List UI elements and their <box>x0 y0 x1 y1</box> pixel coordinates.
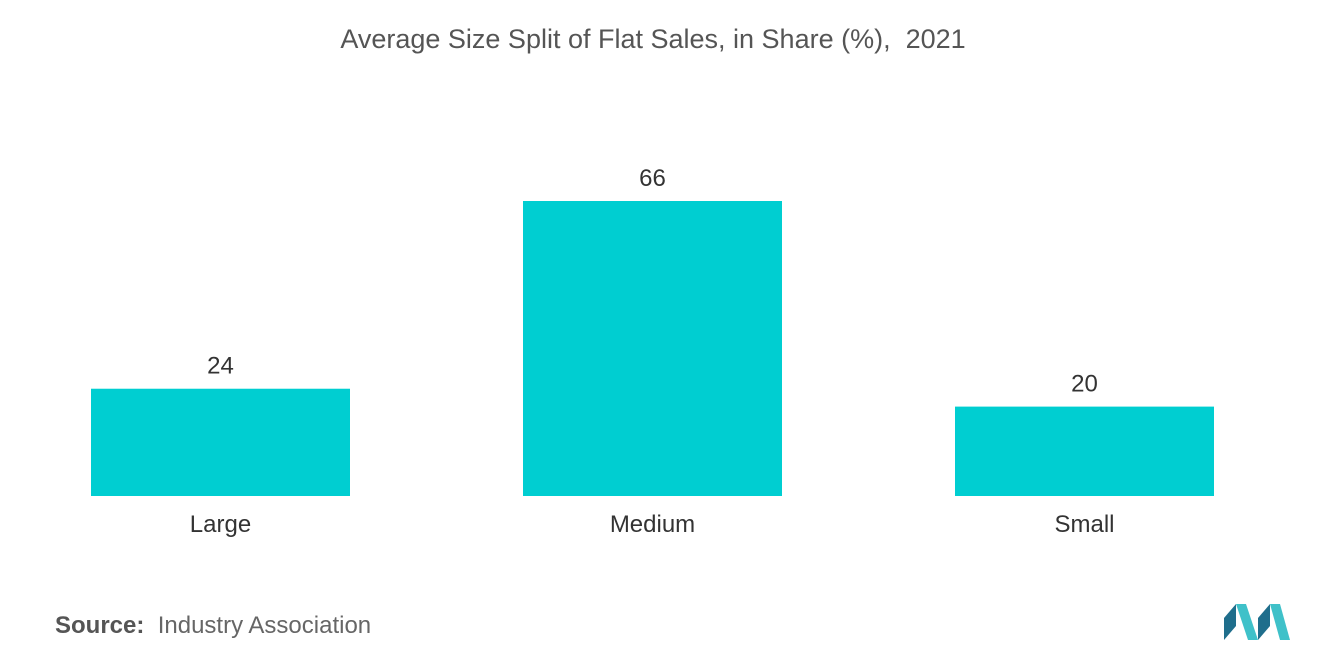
category-label-medium: Medium <box>610 511 695 538</box>
bar-chart: 24 Large 66 Medium 20 Small <box>91 165 1214 538</box>
brand-logo-icon <box>1224 604 1290 640</box>
category-label-large: Large <box>190 511 251 538</box>
data-label-medium: 66 <box>639 165 666 192</box>
chart-title: Average Size Split of Flat Sales, in Sha… <box>340 24 966 54</box>
bar-large <box>91 388 350 496</box>
data-label-large: 24 <box>207 353 234 380</box>
bar-small <box>955 406 1214 496</box>
source-label: Source: <box>55 612 145 639</box>
bar-medium <box>523 201 782 496</box>
data-label-small: 20 <box>1071 371 1098 398</box>
source-note: Source: Industry Association <box>55 612 371 640</box>
source-text: Industry Association <box>157 612 372 639</box>
category-label-small: Small <box>1054 511 1114 538</box>
